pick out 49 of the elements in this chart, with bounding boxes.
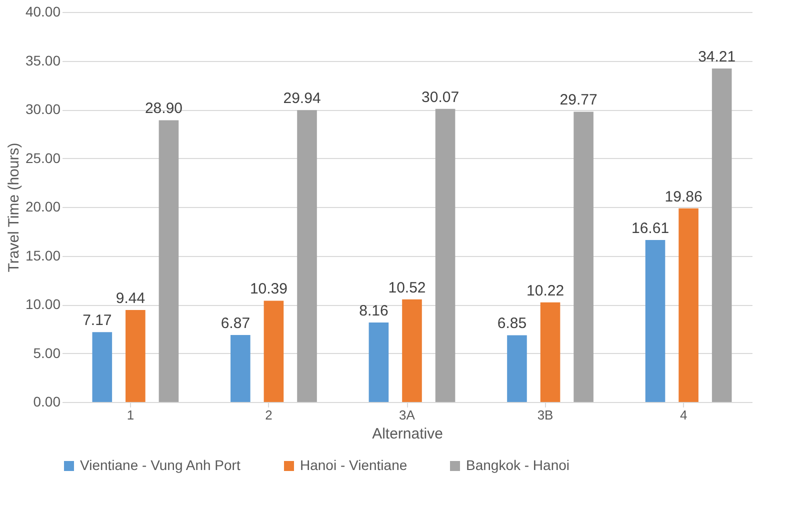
x-tick-label: 3B: [537, 408, 554, 422]
data-label: 10.39: [250, 280, 288, 298]
y-tick-label: 30.00: [25, 101, 61, 117]
bar: [264, 300, 284, 402]
bar: [712, 68, 732, 402]
data-label: 29.94: [283, 90, 321, 108]
bar: [297, 110, 317, 402]
legend-label: Hanoi - Vientiane: [300, 457, 408, 473]
legend-label: Bangkok - Hanoi: [466, 457, 570, 473]
x-axis-title: Alternative: [372, 426, 443, 442]
y-tick-label: 0.00: [33, 394, 61, 410]
y-tick-label: 5.00: [33, 344, 61, 361]
bar: [92, 332, 112, 402]
x-tick-label: 1: [126, 408, 134, 422]
x-tick-label: 4: [680, 408, 688, 422]
bar: [645, 240, 666, 402]
y-tick-label: 35.00: [25, 52, 61, 68]
data-label: 30.07: [422, 88, 460, 106]
data-label: 8.16: [359, 302, 388, 320]
y-tick-label: 40.00: [25, 4, 61, 20]
data-label: 10.52: [388, 279, 426, 296]
y-tick-label: 10.00: [25, 296, 61, 312]
data-label: 10.22: [526, 282, 564, 300]
bar: [507, 335, 527, 402]
y-tick-label: 15.00: [25, 247, 61, 264]
bar: [402, 299, 422, 402]
data-label: 28.90: [144, 100, 183, 118]
y-tick-label: 20.00: [25, 198, 61, 214]
data-label: 6.87: [220, 315, 250, 332]
bar: [540, 302, 560, 402]
bar: [574, 112, 594, 402]
bar: [678, 208, 698, 402]
data-label: 34.21: [698, 48, 736, 66]
data-label: 9.44: [116, 290, 146, 307]
data-label: 19.86: [664, 188, 702, 206]
data-label: 29.77: [560, 92, 598, 109]
bar: [126, 310, 146, 402]
bar: [368, 322, 389, 402]
data-label: 7.17: [82, 312, 112, 330]
bar: [158, 120, 179, 402]
y-tick-label: 25.00: [25, 150, 61, 166]
data-label: 16.61: [631, 220, 670, 238]
x-tick-label: 3A: [399, 408, 416, 422]
bar: [435, 108, 456, 402]
x-tick-label: 2: [265, 408, 272, 422]
legend-label: Vientiane - Vung Anh Port: [80, 457, 240, 473]
y-axis-title: Travel Time (hours): [5, 142, 22, 272]
bar: [230, 335, 250, 402]
data-label: 6.85: [497, 315, 527, 332]
